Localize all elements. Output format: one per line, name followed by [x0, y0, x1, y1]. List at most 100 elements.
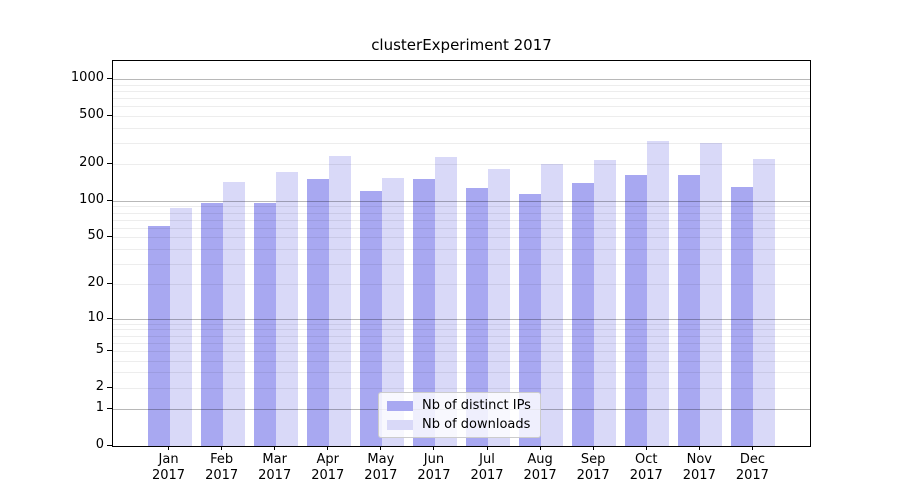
- bars-container: [113, 61, 810, 446]
- x-tick-label-year: 2017: [364, 468, 398, 483]
- legend-swatch-downloads: [387, 419, 413, 430]
- x-tick-jan: Jan 2017: [142, 446, 195, 484]
- x-tick-label-year: 2017: [735, 468, 769, 483]
- x-tick-mark: [433, 446, 435, 450]
- bar-group-oct: [621, 61, 674, 446]
- bar-ips-jan: [147, 225, 170, 446]
- y-tick-label: 2: [95, 378, 104, 394]
- y-tick-mark: [107, 283, 112, 285]
- y-tick-label: 20: [87, 275, 104, 291]
- bar-ips-dec: [731, 186, 754, 446]
- bar-ips-nov: [678, 175, 701, 446]
- bar-downloads-dec: [753, 159, 776, 446]
- x-tick-apr: Apr 2017: [301, 446, 354, 484]
- bar-group-mar: [249, 61, 302, 446]
- bar-group-sep: [568, 61, 621, 446]
- bar-downloads-jun: [434, 156, 457, 446]
- bar-ips-jun: [412, 178, 435, 446]
- bar-downloads-aug: [541, 164, 564, 446]
- x-tick-label-year: 2017: [682, 468, 716, 483]
- x-tick-mark: [168, 446, 170, 450]
- x-tick-label-year: 2017: [258, 468, 292, 483]
- bar-downloads-jul: [488, 169, 510, 446]
- x-tick-nov: Nov 2017: [673, 446, 726, 484]
- bar-ips-oct: [625, 175, 648, 446]
- bar-ips-sep: [572, 182, 595, 446]
- bar-ips-aug: [519, 193, 542, 446]
- x-tick-label-year: 2017: [311, 468, 345, 483]
- x-axis: Jan 2017 Feb 2017 Mar 2017 Apr 2017 May 2017 Jun 20…: [112, 446, 809, 484]
- y-tick-mark: [107, 317, 112, 319]
- x-tick-feb: Feb 2017: [195, 446, 248, 484]
- bar-group-dec: [727, 61, 780, 446]
- y-tick-label: 10: [87, 309, 104, 325]
- x-tick-mark: [539, 446, 541, 450]
- x-tick-jul: Jul 2017: [460, 446, 513, 484]
- bar-group-nov: [674, 61, 727, 446]
- x-tick-label-month: May: [367, 452, 395, 467]
- bar-downloads-nov: [700, 142, 723, 446]
- x-tick-mark: [592, 446, 594, 450]
- y-tick-mark: [107, 77, 112, 79]
- bar-group-jun: [408, 61, 461, 446]
- y-tick-label: 200: [79, 155, 104, 171]
- bar-downloads-sep: [594, 159, 617, 446]
- x-tick-label-month: Mar: [262, 452, 287, 467]
- bar-group-jul: [461, 61, 514, 446]
- x-tick-mark: [486, 446, 488, 450]
- bar-group-aug: [515, 61, 568, 446]
- x-tick-mark: [645, 446, 647, 450]
- y-tick-label: 500: [79, 106, 104, 122]
- legend-label-distinct-ips: Nb of distinct IPs: [422, 398, 531, 413]
- bar-downloads-jan: [169, 207, 192, 446]
- x-tick-label-month: Jul: [479, 452, 495, 467]
- x-tick-label-year: 2017: [523, 468, 557, 483]
- y-tick-label: 50: [87, 228, 104, 244]
- bar-group-feb: [196, 61, 249, 446]
- x-tick-label-month: Feb: [210, 452, 234, 467]
- y-tick-label: 5: [95, 341, 104, 357]
- y-tick-mark: [107, 386, 112, 388]
- y-tick-mark: [107, 114, 112, 116]
- y-tick-mark: [107, 236, 112, 238]
- y-tick-label: 1: [95, 400, 104, 416]
- x-tick-label-year: 2017: [576, 468, 610, 483]
- bar-group-apr: [302, 61, 355, 446]
- bar-ips-feb: [200, 202, 223, 446]
- x-tick-label-year: 2017: [629, 468, 663, 483]
- x-tick-dec: Dec 2017: [726, 446, 779, 484]
- x-tick-mark: [751, 446, 753, 450]
- x-tick-label-month: Aug: [527, 452, 553, 467]
- bar-group-may: [355, 61, 408, 446]
- bar-ips-jul: [466, 188, 488, 446]
- plot-area: Nb of distinct IPs Nb of downloads: [112, 60, 811, 447]
- y-tick-mark: [107, 199, 112, 201]
- legend: Nb of distinct IPs Nb of downloads: [378, 392, 541, 438]
- legend-swatch-distinct-ips: [387, 400, 413, 411]
- x-tick-label-year: 2017: [417, 468, 451, 483]
- y-tick-mark: [107, 349, 112, 351]
- x-tick-mark: [698, 446, 700, 450]
- bar-downloads-may: [381, 177, 404, 446]
- y-tick-mark: [107, 408, 112, 410]
- bar-downloads-mar: [275, 172, 298, 446]
- y-tick-label: 0: [95, 437, 104, 452]
- chart-title: clusterExperiment 2017: [371, 36, 552, 54]
- bar-ips-may: [359, 191, 382, 446]
- x-tick-mar: Mar 2017: [248, 446, 301, 484]
- legend-item-distinct-ips: Nb of distinct IPs: [387, 398, 531, 413]
- bar-group-jan: [143, 61, 196, 446]
- x-tick-label-month: Apr: [316, 452, 340, 467]
- x-tick-label-month: Nov: [686, 452, 712, 467]
- legend-label-downloads: Nb of downloads: [422, 417, 531, 432]
- x-tick-label-year: 2017: [205, 468, 239, 483]
- y-tick-label: 100: [79, 191, 104, 207]
- x-tick-mark: [327, 446, 329, 450]
- y-tick-mark: [107, 445, 112, 446]
- x-tick-label-month: Jun: [423, 452, 445, 467]
- bar-downloads-oct: [647, 140, 670, 446]
- x-tick-mark: [380, 446, 382, 450]
- bar-ips-apr: [306, 178, 329, 446]
- y-tick-mark: [107, 163, 112, 165]
- y-tick-label: 1000: [70, 69, 104, 85]
